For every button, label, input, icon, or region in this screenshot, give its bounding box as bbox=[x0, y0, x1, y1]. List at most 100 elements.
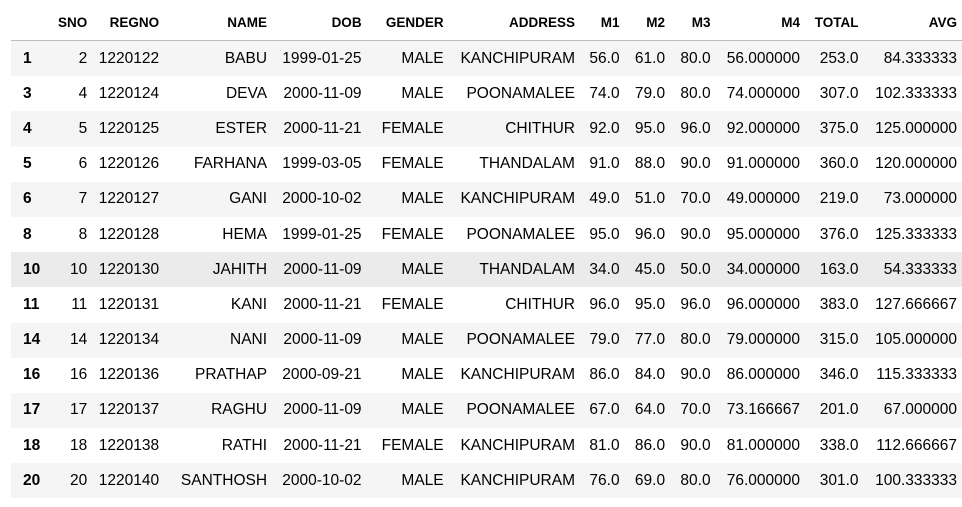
cell-name: DEVA bbox=[225, 84, 268, 102]
column-header-m3: M3 bbox=[670, 5, 716, 41]
cell-total: 307.0 bbox=[819, 84, 859, 102]
cell-regno: 1220131 bbox=[98, 295, 160, 313]
row-index: 3 bbox=[23, 84, 32, 102]
cell-gender: MALE bbox=[401, 260, 444, 278]
cell-gender: MALE bbox=[401, 190, 444, 208]
table-row: 17 17 1220137 RAGHU 2000-11-09 MALE POONAMALEE… bbox=[11, 392, 962, 429]
cell-regno: 1220122 bbox=[98, 49, 160, 67]
cell-m4: 92.000000 bbox=[726, 119, 800, 137]
cell-dob: 2000-11-21 bbox=[283, 295, 362, 313]
cell-dob: 1999-03-05 bbox=[282, 155, 362, 173]
cell-name: GANI bbox=[229, 190, 268, 208]
cell-sno: 11 bbox=[71, 295, 88, 313]
table-row: 14 14 1220134 NANI 2000-11-09 MALE POONAMALEE 7… bbox=[11, 322, 962, 358]
cell-m2: 86.0 bbox=[634, 436, 666, 454]
cell-total: 376.0 bbox=[819, 225, 859, 243]
cell-name: FARHANA bbox=[193, 155, 268, 173]
cell-address: CHITHUR bbox=[505, 119, 575, 137]
table-row: 11 11 1220131 KANI 2000-11-21 FEMALE CHITHUR 96… bbox=[11, 287, 962, 322]
cell-total: 219.0 bbox=[819, 190, 859, 208]
cell-sno: 7 bbox=[78, 190, 88, 208]
table-header-row: SNO REGNO NAME DOB GENDER ADDRESS M1 M2 M3 M4 TOTA… bbox=[11, 5, 962, 41]
table-row: 20 20 1220140 SANTHOSH 2000-10-02 MALE KANCHIP… bbox=[11, 463, 962, 499]
cell-m1: 34.0 bbox=[589, 260, 620, 278]
cell-m1: 86.0 bbox=[589, 366, 620, 384]
cell-address: CHITHUR bbox=[505, 295, 575, 313]
cell-m1: 96.0 bbox=[589, 295, 620, 313]
cell-address: THANDALAM bbox=[479, 260, 575, 278]
column-header-address: ADDRESS bbox=[448, 5, 580, 41]
dataframe-table: SNO REGNO NAME DOB GENDER ADDRESS M1 M2 M3 M4 TOTA… bbox=[11, 5, 962, 499]
cell-m1: 92.0 bbox=[589, 119, 620, 137]
cell-avg: 125.333333 bbox=[875, 225, 957, 243]
cell-gender: MALE bbox=[401, 49, 444, 67]
cell-avg: 67.000000 bbox=[883, 401, 957, 419]
cell-avg: 115.333333 bbox=[876, 366, 957, 384]
cell-m4: 96.000000 bbox=[726, 295, 800, 313]
cell-avg: 125.000000 bbox=[875, 119, 957, 137]
cell-m1: 95.0 bbox=[589, 225, 620, 243]
cell-address: KANCHIPURAM bbox=[460, 436, 575, 454]
cell-sno: 5 bbox=[78, 119, 88, 137]
cell-m2: 61.0 bbox=[634, 49, 666, 67]
cell-regno: 1220134 bbox=[98, 331, 160, 349]
cell-m3: 80.0 bbox=[680, 49, 711, 67]
cell-sno: 2 bbox=[78, 49, 88, 67]
cell-dob: 1999-01-25 bbox=[282, 49, 362, 67]
column-header-total: TOTAL bbox=[804, 5, 864, 41]
column-header-avg: AVG bbox=[863, 5, 962, 41]
row-index: 6 bbox=[23, 190, 32, 208]
cell-total: 338.0 bbox=[819, 436, 859, 454]
row-index: 8 bbox=[23, 225, 32, 243]
cell-m2: 79.0 bbox=[634, 84, 666, 102]
cell-address: POONAMALEE bbox=[466, 331, 575, 349]
cell-m3: 90.0 bbox=[680, 155, 711, 173]
cell-m2: 84.0 bbox=[634, 366, 666, 384]
cell-dob: 1999-01-25 bbox=[282, 225, 362, 243]
cell-gender: FEMALE bbox=[381, 119, 444, 137]
cell-m1: 74.0 bbox=[589, 84, 620, 102]
table-row: 8 8 1220128 HEMA 1999-01-25 FEMALE POONAMALEE 9… bbox=[11, 217, 962, 252]
cell-gender: FEMALE bbox=[381, 295, 444, 313]
column-header-m4: M4 bbox=[715, 5, 805, 41]
cell-m3: 70.0 bbox=[680, 401, 711, 419]
cell-avg: 73.000000 bbox=[883, 190, 957, 208]
cell-name: HEMA bbox=[222, 225, 268, 243]
cell-m3: 90.0 bbox=[680, 436, 711, 454]
cell-sno: 18 bbox=[70, 436, 88, 454]
cell-dob: 2000-10-02 bbox=[282, 471, 362, 489]
row-index: 18 bbox=[23, 436, 41, 454]
column-header-sno: SNO bbox=[52, 5, 93, 41]
cell-total: 163.0 bbox=[819, 260, 859, 278]
cell-sno: 6 bbox=[78, 155, 88, 173]
cell-m4: 73.166667 bbox=[726, 401, 800, 419]
cell-address: POONAMALEE bbox=[466, 84, 575, 102]
cell-m4: 56.000000 bbox=[726, 49, 800, 67]
cell-gender: FEMALE bbox=[381, 436, 444, 454]
cell-m2: 95.0 bbox=[634, 119, 666, 137]
cell-address: KANCHIPURAM bbox=[460, 366, 575, 384]
cell-m4: 49.000000 bbox=[726, 190, 800, 208]
cell-m4: 81.000000 bbox=[726, 436, 800, 454]
cell-m4: 95.000000 bbox=[726, 225, 800, 243]
cell-total: 346.0 bbox=[819, 366, 859, 384]
cell-gender: MALE bbox=[401, 331, 444, 349]
cell-m1: 49.0 bbox=[589, 190, 620, 208]
cell-m2: 45.0 bbox=[634, 260, 666, 278]
cell-regno: 1220130 bbox=[98, 260, 160, 278]
cell-m2: 69.0 bbox=[634, 471, 666, 489]
cell-regno: 1220136 bbox=[98, 366, 160, 384]
table-row: 16 16 1220136 PRATHAP 2000-09-21 MALE KANCHIPU… bbox=[11, 358, 962, 393]
cell-m3: 80.0 bbox=[680, 84, 711, 102]
cell-regno: 1220124 bbox=[98, 84, 160, 102]
column-header-m2: M2 bbox=[624, 5, 671, 41]
row-index: 5 bbox=[23, 155, 32, 173]
cell-dob: 2000-11-09 bbox=[283, 331, 362, 349]
cell-m3: 80.0 bbox=[680, 331, 711, 349]
table-row: 1 2 1220122 BABU 1999-01-25 MALE KANCHIPURAM 56… bbox=[11, 40, 962, 77]
cell-total: 253.0 bbox=[819, 49, 859, 67]
cell-m1: 67.0 bbox=[589, 401, 620, 419]
cell-total: 315.0 bbox=[819, 331, 859, 349]
cell-m2: 96.0 bbox=[634, 225, 666, 243]
cell-m2: 77.0 bbox=[634, 331, 666, 349]
